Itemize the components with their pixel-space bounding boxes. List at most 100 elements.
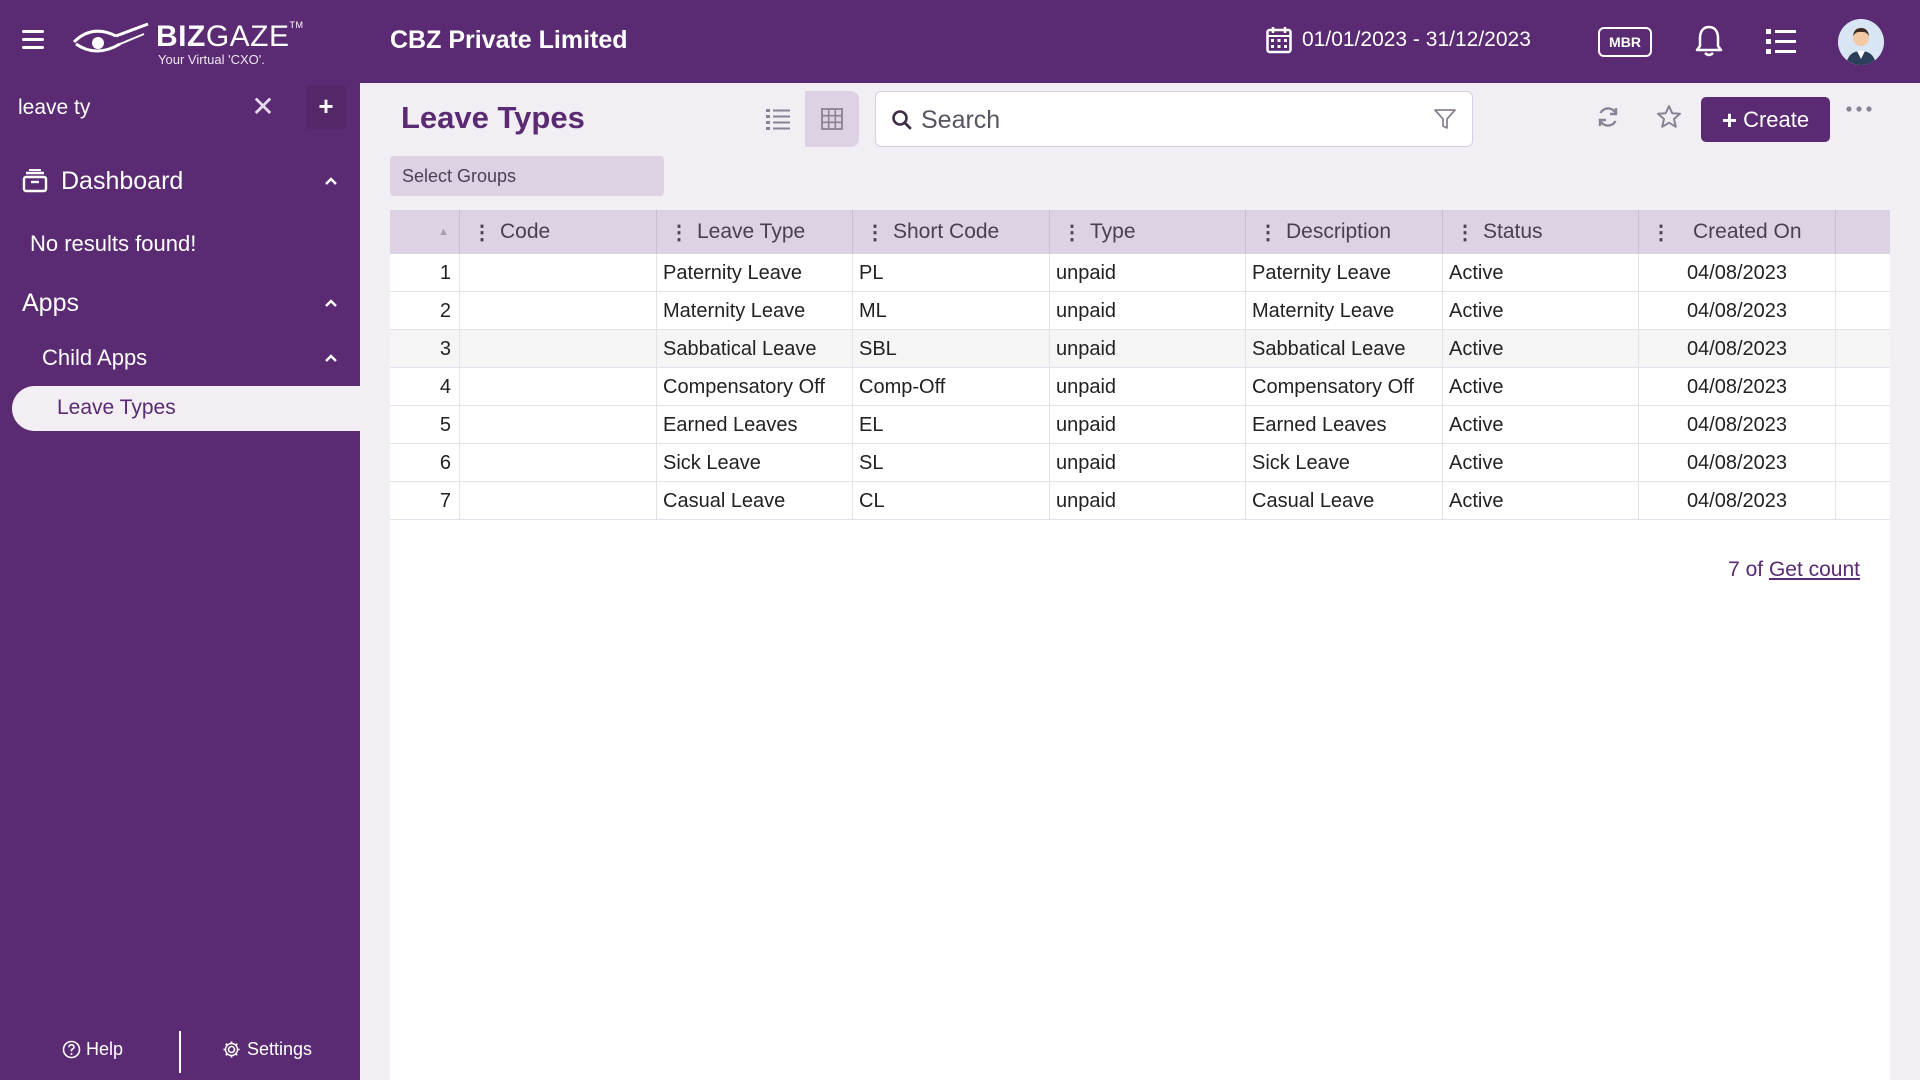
calendar-icon	[1266, 27, 1292, 54]
sort-up-icon[interactable]: ▲	[438, 226, 449, 238]
cell-description: Earned Leaves	[1246, 406, 1443, 444]
cell-code	[460, 406, 657, 444]
grid-view-button[interactable]	[805, 91, 859, 147]
brand-logo[interactable]: BIZGAZETM Your Virtual 'CXO'.	[72, 18, 304, 67]
help-link[interactable]: Help	[62, 1039, 123, 1060]
sidebar-section-dashboard[interactable]: Dashboard	[0, 161, 360, 201]
record-count: 7 of Get count	[1728, 558, 1860, 582]
footer-divider	[179, 1031, 181, 1073]
cell-description: Compensatory Off	[1246, 368, 1443, 406]
cell-type: unpaid	[1050, 482, 1246, 520]
settings-link[interactable]: Settings	[222, 1039, 312, 1060]
help-icon	[62, 1040, 81, 1059]
sidebar-item-leave-types[interactable]: Leave Types	[12, 386, 360, 431]
cell-short-code: PL	[853, 254, 1050, 292]
record-count-prefix: 7 of	[1728, 558, 1764, 581]
sidebar-dashboard-label: Dashboard	[61, 166, 184, 195]
cell-description: Maternity Leave	[1246, 292, 1443, 330]
table-row[interactable]: 6 Sick Leave SL unpaid Sick Leave Active…	[390, 444, 1890, 482]
column-header-status[interactable]: ⋮ Status	[1443, 210, 1639, 254]
bell-icon[interactable]	[1694, 24, 1724, 58]
column-drag-icon[interactable]: ⋮	[472, 221, 492, 244]
filter-icon[interactable]	[1433, 107, 1457, 131]
column-drag-icon[interactable]: ⋮	[1062, 221, 1082, 244]
column-header-short-code[interactable]: ⋮ Short Code	[853, 210, 1050, 254]
column-header-label: Leave Type	[697, 220, 806, 243]
chevron-up-icon[interactable]	[323, 298, 339, 308]
table-row[interactable]: 2 Maternity Leave ML unpaid Maternity Le…	[390, 292, 1890, 330]
column-header-index[interactable]: ▲	[390, 210, 460, 254]
add-button[interactable]: +	[306, 85, 346, 129]
cell-created-on: 04/08/2023	[1639, 444, 1836, 482]
hamburger-icon[interactable]	[22, 30, 48, 52]
view-toggle	[751, 91, 859, 147]
sidebar: ✕ + Dashboard No results found! Apps Chi…	[0, 83, 360, 1080]
column-drag-icon[interactable]: ⋮	[669, 221, 689, 244]
cell-status: Active	[1443, 254, 1639, 292]
date-range-picker[interactable]: 01/01/2023 - 31/12/2023	[1266, 26, 1531, 54]
gear-icon	[223, 1041, 240, 1058]
table-row[interactable]: 4 Compensatory Off Comp-Off unpaid Compe…	[390, 368, 1890, 406]
column-header-description[interactable]: ⋮ Description	[1246, 210, 1443, 254]
cell-leave-type: Maternity Leave	[657, 292, 853, 330]
search-input[interactable]	[921, 102, 1421, 138]
cell-created-on: 04/08/2023	[1639, 406, 1836, 444]
column-drag-icon[interactable]: ⋮	[865, 221, 885, 244]
select-groups-dropdown[interactable]: Select Groups	[390, 156, 664, 196]
cell-created-on: 04/08/2023	[1639, 330, 1836, 368]
row-index: 5	[390, 406, 460, 444]
cell-short-code: ML	[853, 292, 1050, 330]
chevron-up-icon[interactable]	[323, 176, 339, 186]
cell-created-on: 04/08/2023	[1639, 482, 1836, 520]
cell-type: unpaid	[1050, 406, 1246, 444]
table-row[interactable]: 3 Sabbatical Leave SBL unpaid Sabbatical…	[390, 330, 1890, 368]
chevron-up-icon[interactable]	[323, 353, 339, 363]
cell-short-code: SBL	[853, 330, 1050, 368]
star-icon[interactable]	[1656, 104, 1682, 130]
cell-leave-type: Paternity Leave	[657, 254, 853, 292]
table-row[interactable]: 7 Casual Leave CL unpaid Casual Leave Ac…	[390, 482, 1890, 520]
cell-type: unpaid	[1050, 368, 1246, 406]
table-row[interactable]: 5 Earned Leaves EL unpaid Earned Leaves …	[390, 406, 1890, 444]
plus-icon: +	[1721, 104, 1738, 135]
table-row[interactable]: 1 Paternity Leave PL unpaid Paternity Le…	[390, 254, 1890, 292]
sidebar-section-apps[interactable]: Apps	[0, 283, 360, 323]
column-header-code[interactable]: ⋮ Code	[460, 210, 657, 254]
column-header-type[interactable]: ⋮ Type	[1050, 210, 1246, 254]
cell-type: unpaid	[1050, 292, 1246, 330]
cell-type: unpaid	[1050, 330, 1246, 368]
column-header-created-on[interactable]: ⋮ Created On	[1639, 210, 1836, 254]
cell-code	[460, 444, 657, 482]
column-drag-icon[interactable]: ⋮	[1651, 221, 1671, 244]
list-view-icon	[766, 109, 790, 130]
mbr-button[interactable]: MBR	[1598, 27, 1652, 57]
cell-description: Sick Leave	[1246, 444, 1443, 482]
cell-short-code: Comp-Off	[853, 368, 1050, 406]
cell-short-code: EL	[853, 406, 1050, 444]
sidebar-section-child-apps[interactable]: Child Apps	[0, 338, 360, 378]
more-options-icon[interactable]	[1846, 105, 1872, 113]
brand-main: BIZ	[156, 20, 206, 53]
cell-type: unpaid	[1050, 254, 1246, 292]
create-button[interactable]: + Create	[1701, 97, 1830, 142]
company-name[interactable]: CBZ Private Limited	[390, 26, 628, 54]
user-avatar[interactable]	[1838, 19, 1884, 65]
cell-code	[460, 482, 657, 520]
column-drag-icon[interactable]: ⋮	[1258, 221, 1278, 244]
main-content: Leave Types	[360, 83, 1920, 1080]
top-bar: BIZGAZETM Your Virtual 'CXO'. CBZ Privat…	[0, 0, 1920, 83]
sidebar-search-input[interactable]	[18, 91, 238, 125]
cell-status: Active	[1443, 292, 1639, 330]
refresh-icon[interactable]	[1596, 105, 1620, 129]
clear-search-icon[interactable]: ✕	[251, 91, 275, 122]
brand-light: GAZE	[205, 20, 290, 53]
cell-description: Sabbatical Leave	[1246, 330, 1443, 368]
cell-code	[460, 254, 657, 292]
column-header-leave-type[interactable]: ⋮ Leave Type	[657, 210, 853, 254]
brand-tagline: Your Virtual 'CXO'.	[158, 52, 265, 67]
brand-name: BIZGAZETM	[156, 20, 304, 54]
column-drag-icon[interactable]: ⋮	[1455, 221, 1475, 244]
get-count-link[interactable]: Get count	[1768, 558, 1860, 581]
list-view-button[interactable]	[751, 91, 805, 147]
task-list-icon[interactable]	[1766, 27, 1796, 55]
